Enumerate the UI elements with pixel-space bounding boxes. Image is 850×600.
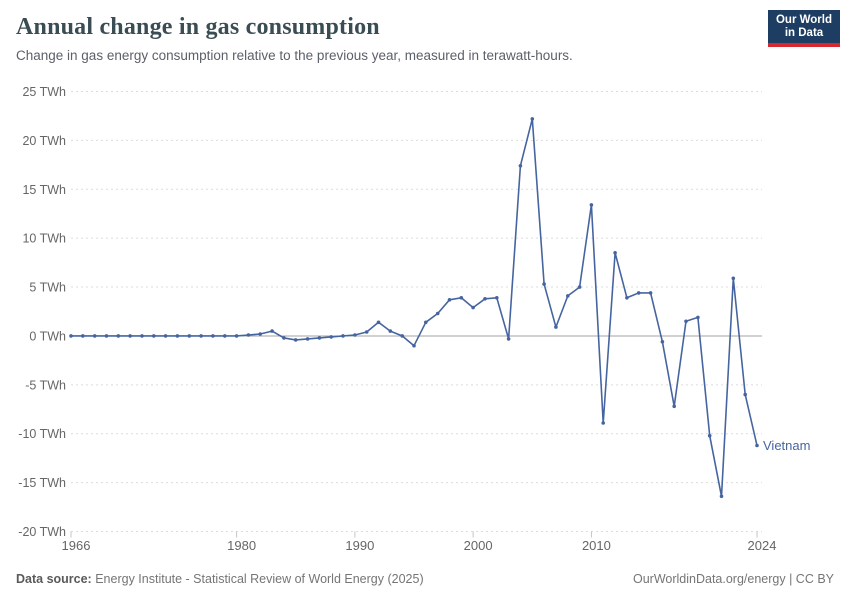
- data-point[interactable]: [755, 443, 759, 448]
- data-point[interactable]: [424, 320, 428, 325]
- data-point[interactable]: [305, 337, 310, 341]
- data-point[interactable]: [152, 334, 156, 338]
- data-point[interactable]: [317, 336, 322, 340]
- data-point[interactable]: [140, 334, 144, 338]
- data-point[interactable]: [187, 334, 192, 338]
- data-point[interactable]: [589, 203, 594, 207]
- y-axis-tick-label: 15 TWh: [22, 183, 66, 197]
- data-point[interactable]: [246, 333, 251, 337]
- data-point[interactable]: [258, 332, 263, 336]
- owid-logo[interactable]: Our World in Data: [768, 10, 840, 47]
- data-point[interactable]: [601, 421, 605, 425]
- y-axis-tick-label: 5 TWh: [29, 281, 66, 295]
- data-point[interactable]: [81, 334, 85, 338]
- owid-logo-line2: in Data: [784, 26, 824, 39]
- data-point[interactable]: [364, 330, 369, 334]
- data-point[interactable]: [163, 334, 168, 338]
- data-point[interactable]: [518, 164, 523, 168]
- y-axis-tick-label: 20 TWh: [22, 134, 66, 148]
- data-point[interactable]: [636, 291, 641, 295]
- data-point[interactable]: [211, 334, 215, 338]
- data-point[interactable]: [483, 297, 487, 301]
- data-point[interactable]: [530, 117, 535, 121]
- data-point[interactable]: [613, 251, 617, 255]
- y-axis-tick-label: -5 TWh: [25, 378, 66, 392]
- data-point[interactable]: [92, 334, 97, 338]
- data-point[interactable]: [672, 404, 676, 409]
- data-source-text: Energy Institute - Statistical Review of…: [95, 572, 424, 586]
- data-source: Data source: Energy Institute - Statisti…: [16, 572, 424, 586]
- data-point[interactable]: [719, 494, 724, 499]
- data-point[interactable]: [175, 334, 180, 338]
- data-point[interactable]: [648, 291, 653, 295]
- data-point[interactable]: [542, 282, 546, 286]
- chart-header: Annual change in gas consumption Change …: [16, 14, 750, 63]
- entity-label-vietnam[interactable]: Vietnam: [763, 438, 810, 453]
- chart-subtitle: Change in gas energy consumption relativ…: [16, 48, 573, 63]
- y-axis-tick-label: 0 TWh: [29, 329, 66, 343]
- y-axis-tick-label: 10 TWh: [22, 232, 66, 246]
- data-point[interactable]: [353, 333, 357, 337]
- data-point[interactable]: [388, 329, 393, 333]
- data-point[interactable]: [223, 334, 227, 338]
- data-point[interactable]: [293, 338, 298, 342]
- x-axis-tick-label: 2000: [464, 538, 493, 553]
- data-point[interactable]: [329, 335, 334, 339]
- data-point[interactable]: [459, 296, 464, 300]
- data-point[interactable]: [128, 334, 132, 338]
- data-point[interactable]: [471, 305, 475, 310]
- data-point[interactable]: [660, 340, 665, 344]
- data-point[interactable]: [270, 329, 274, 333]
- data-point[interactable]: [282, 336, 286, 340]
- y-axis-tick-label: 25 TWh: [22, 85, 66, 99]
- owid-cc-link[interactable]: OurWorldinData.org/energy | CC BY: [632, 572, 834, 586]
- data-point[interactable]: [199, 334, 203, 338]
- data-point[interactable]: [495, 296, 499, 300]
- data-point[interactable]: [116, 334, 121, 338]
- data-point[interactable]: [577, 285, 582, 289]
- x-axis-tick-label: 2010: [582, 538, 611, 553]
- y-axis-tick-label: -15 TWh: [18, 476, 66, 490]
- data-point[interactable]: [435, 311, 440, 316]
- data-point[interactable]: [69, 334, 73, 338]
- owid-logo-line1: Our World: [775, 13, 832, 26]
- data-point[interactable]: [506, 337, 511, 341]
- data-point[interactable]: [554, 325, 558, 329]
- data-point[interactable]: [566, 294, 570, 298]
- x-axis-tick-label: 1990: [345, 538, 374, 553]
- series-line-vietnam[interactable]: [70, 118, 758, 498]
- data-point[interactable]: [731, 276, 736, 281]
- x-axis-tick-label: 1966: [62, 538, 91, 553]
- data-point[interactable]: [707, 433, 712, 438]
- data-point[interactable]: [696, 315, 700, 320]
- data-point[interactable]: [104, 334, 109, 338]
- data-point[interactable]: [400, 334, 405, 338]
- x-axis-tick-label: 1980: [227, 538, 256, 553]
- data-point[interactable]: [625, 296, 629, 300]
- data-point[interactable]: [234, 334, 239, 338]
- chart-footer: Data source: Energy Institute - Statisti…: [16, 572, 834, 586]
- data-point[interactable]: [743, 392, 747, 397]
- page-title: Annual change in gas consumption: [16, 14, 380, 40]
- data-source-label: Data source:: [16, 572, 92, 586]
- y-axis-tick-label: -10 TWh: [18, 427, 66, 441]
- data-point[interactable]: [341, 334, 345, 338]
- data-point[interactable]: [447, 298, 452, 302]
- data-point[interactable]: [684, 319, 688, 324]
- x-axis-tick-label: 2024: [748, 538, 777, 553]
- y-axis-tick-label: -20 TWh: [18, 525, 66, 539]
- data-point[interactable]: [412, 343, 416, 348]
- data-point[interactable]: [376, 320, 381, 325]
